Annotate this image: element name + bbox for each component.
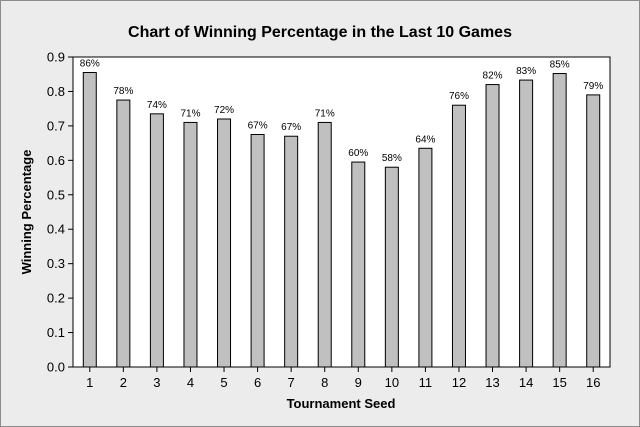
bar-seed-7 [284,135,299,368]
x-axis: 1 2 3 4 5 6 7 8 9 10 11 12 13 14 15 16 [86,367,600,390]
data-label: 67% [248,121,268,132]
x-tick-label: 5 [220,375,227,390]
data-label: 76% [449,91,469,102]
y-tick-label: 0.2 [47,291,65,306]
bar-seed-10 [384,166,399,368]
data-label: 78% [113,86,133,97]
bar-seed-3 [149,113,164,368]
bar-seed-8 [317,121,332,368]
x-tick-label: 6 [254,375,261,390]
data-labels: 86% 78% 74% 71% 72% 67% 67% 71% 60% 58% 64% 76% 82% 8… [80,59,604,165]
data-label: 82% [483,71,503,82]
data-label: 79% [583,81,603,92]
bar-seed-14 [519,79,534,368]
data-label: 64% [415,134,435,145]
data-label: 74% [147,100,167,111]
bar-seed-12 [451,104,466,368]
x-tick-label: 16 [586,375,600,390]
bar-seed-5 [217,118,232,368]
y-tick-label: 0.8 [47,84,65,99]
data-label: 71% [315,108,335,119]
y-tick-label: 0.7 [47,118,65,133]
bars [82,72,601,368]
data-label: 58% [382,153,402,164]
x-axis-label: Tournament Seed [287,396,396,411]
bar-seed-1 [82,72,97,368]
x-tick-label: 7 [288,375,295,390]
y-axis-label: Winning Percentage [19,150,34,275]
data-label: 72% [214,105,234,116]
data-label: 86% [80,59,100,70]
y-tick-label: 0.3 [47,256,65,271]
bar-seed-16 [586,94,601,368]
chart-title: Chart of Winning Percentage in the Last … [128,24,512,41]
x-tick-label: 9 [355,375,362,390]
y-tick-label: 0.5 [47,187,65,202]
y-tick-label: 0.0 [47,360,65,375]
y-tick-label: 0.1 [47,325,65,340]
x-tick-label: 12 [452,375,466,390]
x-tick-label: 3 [153,375,160,390]
bar-seed-11 [418,147,433,368]
x-tick-label: 4 [187,375,194,390]
x-tick-label: 11 [419,375,433,390]
data-label: 60% [348,148,368,159]
data-label: 71% [180,108,200,119]
y-tick-label: 0.9 [47,50,65,65]
x-tick-label: 14 [519,375,533,390]
bar-seed-15 [552,73,567,368]
x-tick-label: 8 [321,375,328,390]
x-tick-label: 2 [120,375,127,390]
bar-seed-6 [250,134,265,368]
data-label: 83% [516,66,536,77]
bar-seed-9 [351,161,366,368]
x-tick-label: 15 [552,375,566,390]
x-tick-label: 13 [485,375,499,390]
y-axis: 0.0 0.1 0.2 0.3 0.4 0.5 0.6 0.7 0.8 0.9 [47,50,73,375]
bar-seed-4 [183,121,198,368]
x-tick-label: 10 [385,375,399,390]
bar-seed-2 [116,99,131,368]
bar-seed-13 [485,84,500,368]
y-tick-label: 0.6 [47,153,65,168]
data-label: 85% [550,60,570,71]
data-label: 67% [281,122,301,133]
x-tick-label: 1 [86,375,93,390]
y-tick-label: 0.4 [47,222,65,237]
